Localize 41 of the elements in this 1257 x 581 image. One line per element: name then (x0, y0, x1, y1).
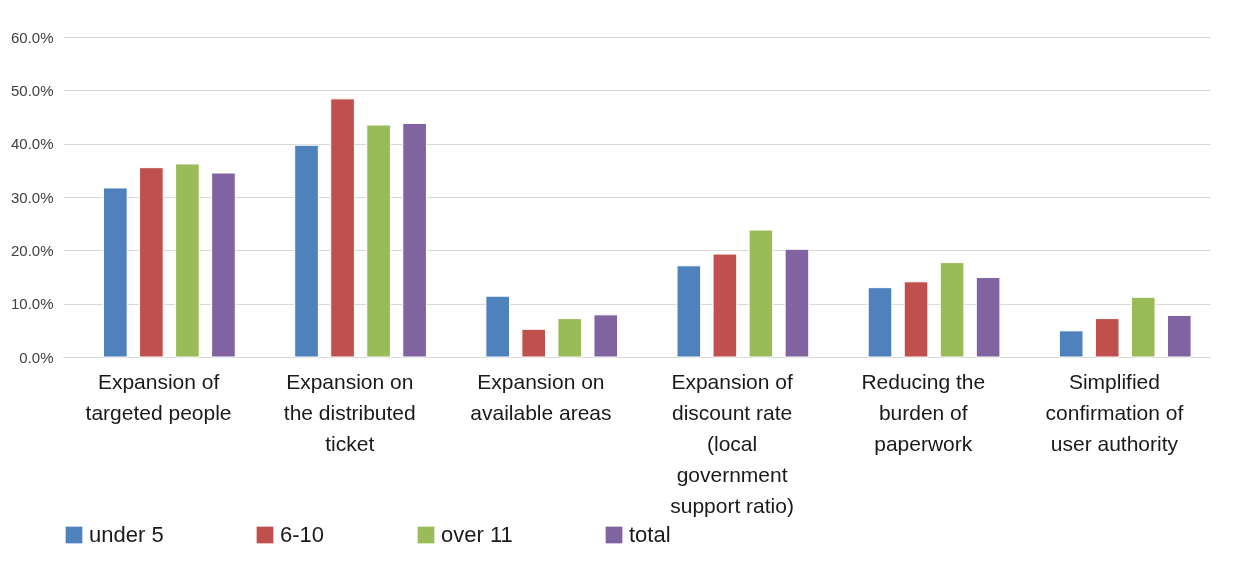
bar (1094, 318, 1120, 358)
bar (366, 124, 391, 358)
x-tick-label: Expansion on the distributed ticket (283, 369, 416, 455)
x-tick-label: Expansion on available areas (470, 369, 612, 424)
bar (294, 144, 319, 358)
bar (784, 248, 810, 358)
y-tick-label: 50.0% (10, 81, 54, 99)
bar (175, 163, 200, 358)
y-tick-label: 30.0% (10, 188, 54, 206)
bar (748, 229, 774, 358)
x-tick-label: Expansion of targeted people (85, 369, 232, 424)
x-tick-label: Expansion of discount rate (local government support ratio) (670, 369, 794, 517)
legend-label: over 11 (441, 522, 513, 547)
legend-label: total (629, 522, 671, 547)
bar (139, 167, 164, 358)
bar (867, 287, 893, 358)
bar (975, 277, 1001, 358)
y-tick-label: 40.0% (10, 135, 54, 153)
bar (903, 281, 929, 358)
legend-label: under 5 (89, 522, 164, 547)
bar (939, 262, 965, 358)
bar (521, 328, 547, 358)
bar (712, 253, 738, 358)
bar (103, 187, 128, 358)
bar (557, 318, 583, 358)
legend-label: 6-10 (280, 522, 325, 547)
x-tick-label: Simplified confirmation of user authority (1045, 369, 1184, 455)
bar (1058, 330, 1084, 358)
bar (1130, 296, 1156, 358)
y-tick-label: 10.0% (10, 295, 54, 313)
y-tick-label: 0.0% (19, 348, 54, 366)
bar (330, 98, 355, 358)
x-tick-label: Reducing the burden of paperwork (861, 369, 986, 455)
y-tick-label: 20.0% (10, 241, 54, 259)
bar (485, 295, 510, 358)
y-tick-label: 60.0% (10, 28, 54, 46)
bar (211, 172, 236, 358)
bar (1166, 314, 1192, 358)
bar (593, 314, 619, 358)
bar (402, 122, 427, 358)
bar (676, 265, 702, 358)
